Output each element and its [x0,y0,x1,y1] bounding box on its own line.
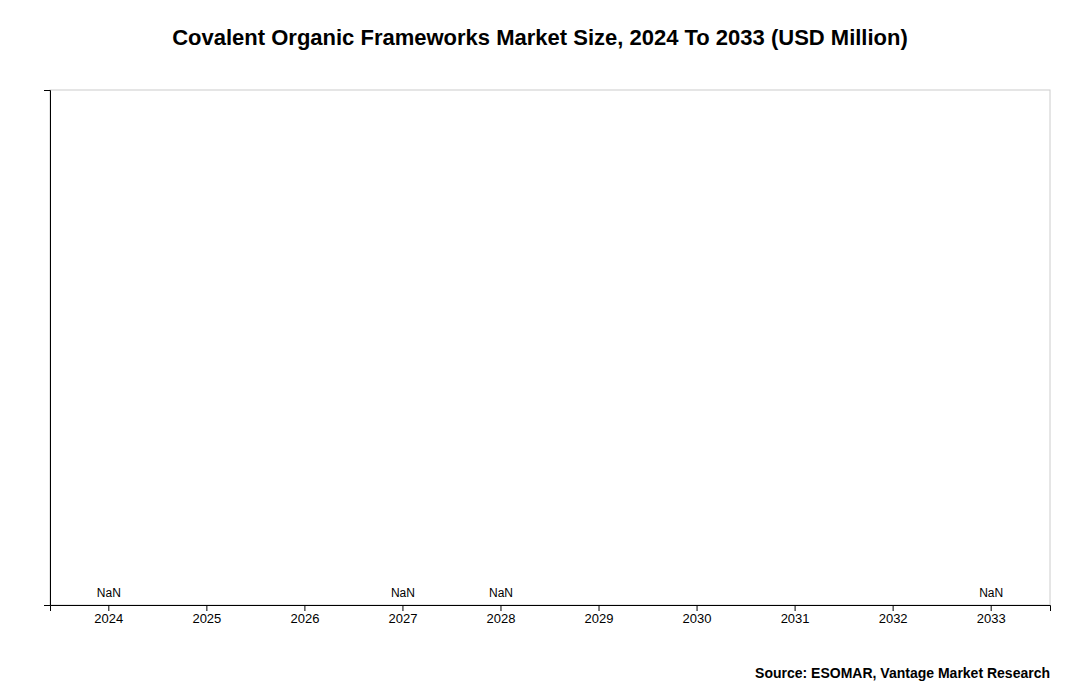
x-tick-mark [304,605,305,611]
x-tick: 2032 [879,605,908,626]
chart: Covalent Organic Frameworks Market Size,… [0,0,1080,700]
x-tick-mark [500,605,501,611]
x-tick-mark [108,605,109,611]
x-tick: 2029 [585,605,614,626]
x-tick-mark [893,605,894,611]
y-axis [44,91,51,606]
x-tick-mark [991,605,992,611]
title: Covalent Organic Frameworks Market Size,… [172,25,908,50]
data-label: NaN [391,586,415,600]
plot-frame [50,90,1050,605]
x-tick-label: 2024 [94,611,123,626]
y-axis-line [44,91,51,606]
x-tick-label: 2026 [290,611,319,626]
data-label: NaN [489,586,513,600]
x-tick-mark [206,605,207,611]
x-tick-mark [795,605,796,611]
x-tick-label: 2030 [683,611,712,626]
x-tick-label: 2028 [487,611,516,626]
x-axis-line [51,606,1051,612]
x-tick: 2026 [290,605,319,626]
data-label: NaN [97,586,121,600]
x-tick-label: 2033 [977,611,1006,626]
x-tick: 2025 [192,605,221,626]
plot: 2024 2025 2026 2027 2028 2029 2030 2031 2032 2033… [44,90,1051,626]
x-tick: 2030 [683,605,712,626]
x-tick-label: 2032 [879,611,908,626]
x-tick-label: 2029 [585,611,614,626]
data-label: NaN [979,586,1003,600]
x-tick: 2028 [487,605,516,626]
x-tick-label: 2025 [192,611,221,626]
x-tick: 2031 [781,605,810,626]
data-labels: NaN NaN NaN NaN [97,586,1003,600]
x-tick: 2033 [977,605,1006,626]
x-tick: 2024 [94,605,123,626]
x-axis: 2024 2025 2026 2027 2028 2029 2030 2031 2032 2033 [51,605,1051,626]
annotation: Source: ESOMAR, Vantage Market Research [755,665,1050,681]
x-tick-mark [697,605,698,611]
x-tick-label: 2031 [781,611,810,626]
x-tick-mark [402,605,403,611]
x-tick-mark [599,605,600,611]
x-tick-label: 2027 [388,611,417,626]
x-tick: 2027 [388,605,417,626]
